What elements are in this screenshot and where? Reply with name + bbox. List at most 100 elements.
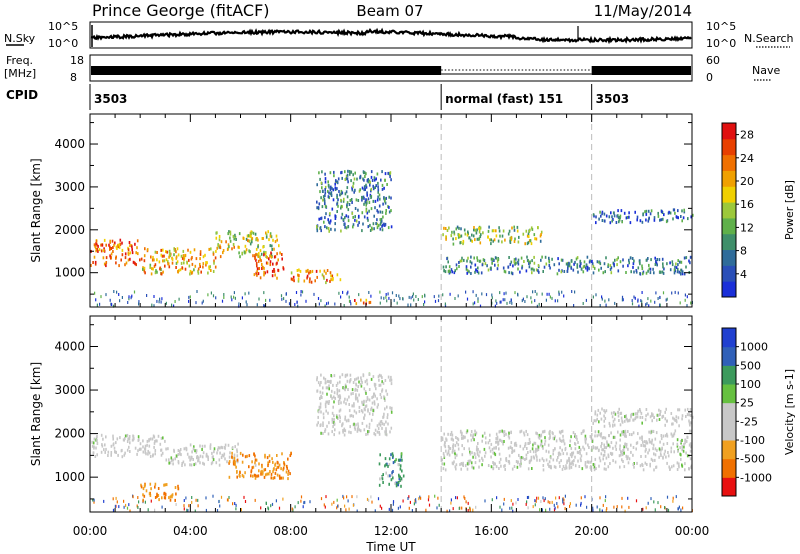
data-cell bbox=[573, 304, 575, 307]
data-cell bbox=[317, 415, 319, 419]
data-cell bbox=[269, 234, 272, 238]
data-cell bbox=[163, 491, 166, 495]
data-cell bbox=[318, 302, 320, 306]
data-cell bbox=[299, 269, 302, 273]
data-cell bbox=[325, 281, 327, 285]
data-cell bbox=[202, 299, 204, 303]
data-cell bbox=[341, 191, 344, 195]
data-cell bbox=[484, 499, 486, 503]
data-cell bbox=[252, 231, 255, 235]
data-cell bbox=[646, 463, 648, 466]
data-cell bbox=[539, 239, 542, 243]
data-cell bbox=[159, 442, 162, 446]
data-cell bbox=[372, 222, 375, 226]
data-cell bbox=[146, 443, 148, 447]
data-cell bbox=[323, 197, 326, 201]
data-cell bbox=[344, 225, 346, 229]
data-cell bbox=[219, 246, 222, 250]
data-cell bbox=[320, 196, 322, 200]
data-cell bbox=[476, 451, 479, 455]
data-cell bbox=[605, 446, 607, 450]
data-cell bbox=[167, 447, 169, 451]
data-cell bbox=[652, 447, 654, 451]
data-cell bbox=[568, 457, 570, 461]
data-cell bbox=[443, 454, 445, 458]
data-cell bbox=[382, 202, 384, 206]
data-cell bbox=[470, 433, 472, 437]
data-cell bbox=[472, 466, 475, 470]
data-cell bbox=[618, 220, 620, 224]
data-cell bbox=[331, 420, 334, 424]
data-cell bbox=[134, 446, 137, 450]
data-cell bbox=[535, 268, 538, 272]
data-cell bbox=[236, 448, 238, 452]
data-cell bbox=[536, 304, 538, 308]
data-cell bbox=[132, 436, 135, 440]
data-cell bbox=[542, 464, 545, 467]
data-cell bbox=[503, 292, 505, 296]
colorbar-tick-label: 12 bbox=[740, 221, 754, 234]
data-cell bbox=[628, 215, 630, 219]
data-cell bbox=[220, 456, 223, 459]
data-cell bbox=[490, 465, 493, 469]
data-cell bbox=[150, 487, 152, 491]
data-cell bbox=[681, 464, 684, 468]
data-cell bbox=[515, 257, 517, 261]
data-cell bbox=[341, 373, 344, 377]
data-cell bbox=[383, 186, 385, 190]
data-cell bbox=[560, 258, 563, 262]
data-cell bbox=[372, 187, 375, 191]
data-cell bbox=[113, 446, 116, 450]
data-cell bbox=[516, 465, 519, 469]
data-cell bbox=[602, 503, 604, 507]
data-cell bbox=[479, 241, 482, 245]
data-cell bbox=[249, 242, 252, 246]
data-cell bbox=[271, 274, 274, 278]
data-cell bbox=[316, 376, 318, 380]
data-cell bbox=[115, 496, 117, 500]
data-cell bbox=[378, 462, 381, 466]
data-cell bbox=[323, 503, 325, 507]
data-cell bbox=[302, 505, 304, 509]
data-cell bbox=[515, 261, 517, 265]
nave-label: Nave bbox=[752, 64, 780, 77]
data-cell bbox=[592, 271, 595, 275]
data-cell bbox=[683, 443, 685, 446]
data-cell bbox=[355, 302, 358, 306]
data-cell bbox=[532, 450, 535, 454]
data-cell bbox=[584, 461, 587, 464]
data-cell bbox=[314, 279, 316, 283]
data-cell bbox=[189, 458, 191, 462]
data-cell bbox=[343, 496, 345, 500]
data-cell bbox=[356, 509, 358, 513]
data-cell bbox=[455, 237, 457, 241]
data-cell bbox=[568, 264, 571, 268]
data-cell bbox=[138, 302, 140, 306]
data-cell bbox=[360, 384, 363, 388]
data-cell bbox=[477, 299, 479, 303]
data-cell bbox=[491, 293, 493, 297]
data-cell bbox=[651, 441, 653, 445]
data-cell bbox=[149, 437, 152, 441]
data-cell bbox=[503, 464, 505, 468]
data-cell bbox=[128, 503, 130, 507]
data-cell bbox=[593, 419, 596, 423]
data-cell bbox=[456, 225, 459, 229]
data-cell bbox=[653, 468, 655, 472]
data-cell bbox=[243, 495, 245, 499]
data-cell bbox=[360, 409, 363, 413]
data-cell bbox=[135, 251, 137, 255]
data-cell bbox=[412, 294, 414, 298]
data-cell bbox=[246, 454, 248, 458]
data-cell bbox=[347, 418, 350, 422]
colorbar-segment bbox=[722, 458, 736, 478]
data-cell bbox=[558, 268, 560, 272]
data-cell bbox=[329, 212, 331, 216]
data-cell bbox=[410, 303, 412, 307]
data-cell bbox=[123, 438, 125, 442]
colorbar-segment bbox=[722, 477, 736, 497]
data-cell bbox=[624, 432, 627, 435]
data-cell bbox=[340, 192, 343, 196]
data-cell bbox=[256, 270, 258, 274]
data-cell bbox=[351, 388, 354, 392]
